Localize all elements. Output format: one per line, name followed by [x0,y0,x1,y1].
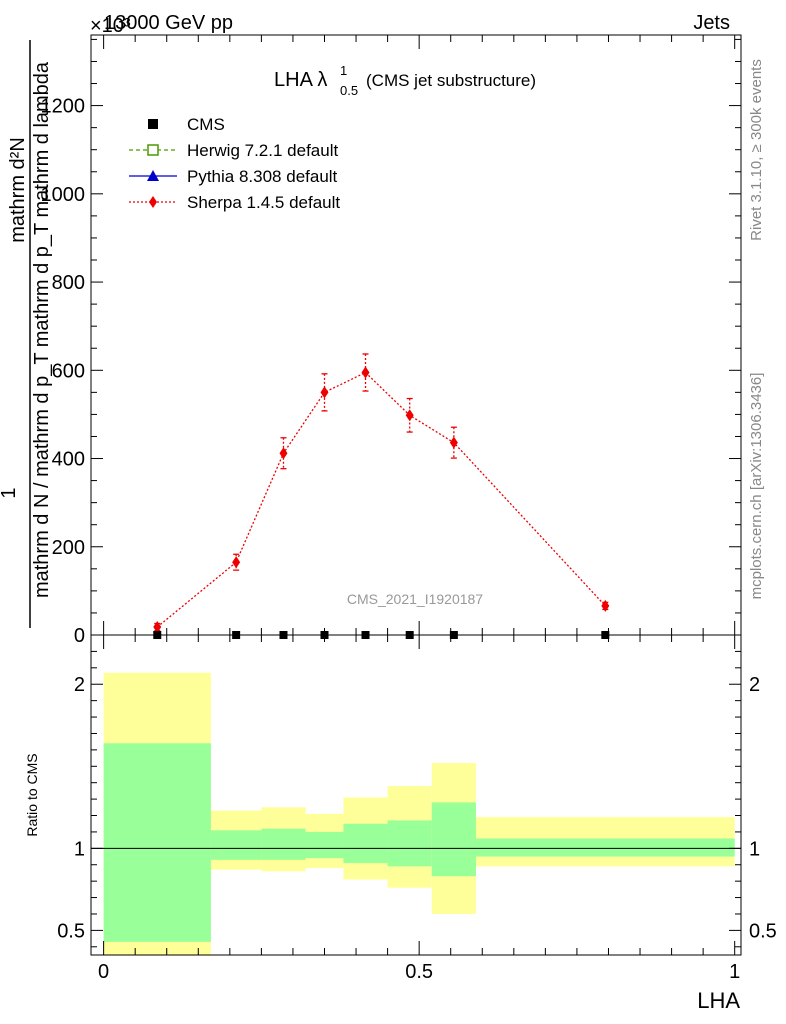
legend-item: CMS [148,115,225,134]
sherpa-line [156,371,606,628]
x-tick-label: 0 [98,961,109,983]
legend-marker-herwig [147,144,159,156]
y-tick-label: 1200 [41,96,86,118]
y-tick-label: 0 [74,625,85,647]
ratio-green-band [305,831,344,859]
ratio-y-label: Ratio to CMS [24,753,40,836]
sherpa-point [279,447,288,460]
legend-item: Sherpa 1.4.5 default [129,193,340,212]
legend-label: Herwig 7.2.1 default [187,141,338,160]
svg-text:LHA λ: LHA λ [274,69,327,91]
legend-marker-sherpa [149,196,157,208]
header-right-label: Jets [693,12,730,34]
sherpa-point [232,556,241,569]
title-main: LHA λ [274,69,327,91]
axis-tick-labels: 0 200 400 600 800 1000 1200 0 0.5 1 0.5 0.5 1 1 2 2 [41,96,777,983]
legend-label: CMS [187,115,225,134]
mcplots-label: mcplots.cern.ch [arXiv:1306.3436] [748,373,765,600]
analysis-watermark: CMS_2021_I1920187 [347,591,483,607]
y-axis-label: mathrm d²N 1 mathrm d N / mathrm d p_T m… [0,40,53,628]
ratio-tick-label-right: 1 [749,838,760,860]
sherpa-point [449,436,458,449]
sherpa-point [320,386,329,399]
ratio-tick-label: 0.5 [57,920,85,942]
ratio-green-band [475,838,735,857]
y-tick-label: 800 [52,272,85,294]
x-axis-label: LHA [697,988,740,1013]
ratio-green-band [210,830,262,860]
y-tick-label: 600 [52,360,85,382]
ratio-plot-frame [90,634,742,956]
ratio-green-band [387,820,432,867]
legend-item: Herwig 7.2.1 default [129,141,338,160]
ratio-tick-label-right: 0.5 [749,920,777,942]
y-tick-label: 200 [52,537,85,559]
legend-marker-cms [148,119,158,129]
ratio-tick-label: 1 [74,838,85,860]
sherpa-point [153,621,162,634]
legend-marker-pythia [147,170,159,181]
sherpa-series [153,353,610,634]
x-tick-label: 0.5 [405,961,433,983]
legend: CMS Herwig 7.2.1 default Pythia 8.308 defa… [129,115,340,212]
ratio-green-band [343,823,388,864]
title-suffix: (CMS jet substructure) [366,71,536,90]
ylabel-prefactor: 1 [0,487,20,498]
ratio-tick-label: 2 [74,674,85,696]
title-superscript: 1 [340,63,347,78]
ratio-green-band [261,828,306,860]
plot-title: LHA λ 1 0.5 (CMS jet substructure) [274,63,536,98]
ylabel-denominator: mathrm d N / mathrm d p_T mathrm d p_T m… [31,61,53,598]
ylabel-numerator: mathrm d²N [7,137,29,243]
ratio-green-band [103,743,211,942]
legend-label: Pythia 8.308 default [187,167,338,186]
rivet-version-label: Rivet 3.1.10, ≥ 300k events [748,59,765,241]
axis-ticks [91,35,741,955]
sherpa-point [405,409,414,422]
sherpa-point [361,366,370,379]
title-subscript: 0.5 [340,83,358,98]
x-tick-label: 1 [729,961,740,983]
ratio-tick-label-right: 2 [749,674,760,696]
header-left-label: 13000 GeV pp [104,12,233,34]
ratio-green-band [431,802,476,877]
y-tick-label: 400 [52,449,85,471]
legend-label: Sherpa 1.4.5 default [187,193,340,212]
y-exponent-label: ×10³ [90,15,131,37]
legend-item: Pythia 8.308 default [129,167,338,186]
ratio-green-bands [103,743,735,942]
y-tick-label: 1000 [41,184,86,206]
sherpa-point [601,599,610,612]
